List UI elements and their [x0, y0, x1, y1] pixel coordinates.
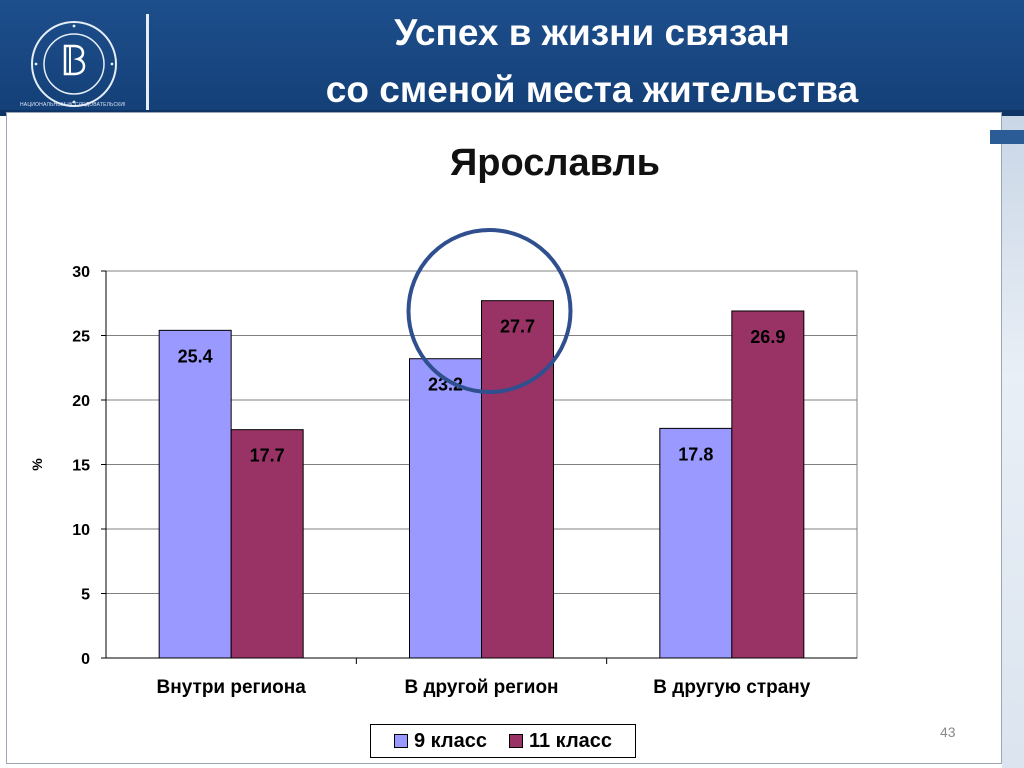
legend-label-9-class: 9 класс: [413, 729, 487, 752]
legend-swatch-11-class: [508, 734, 523, 748]
category-label: В другую страну: [653, 677, 810, 698]
y-tick-label: 5: [81, 587, 90, 604]
bar: [158, 329, 232, 659]
data-label: 17.8: [678, 444, 713, 464]
data-label: 25.4: [178, 346, 213, 366]
legend-item-9-class: 9 класс: [393, 729, 487, 753]
y-tick-label: 10: [72, 522, 90, 539]
slide-title-line-1: Успех в жизни связан: [394, 12, 790, 53]
data-label: 23.2: [428, 375, 463, 395]
y-tick-label: 25: [72, 329, 90, 346]
legend-swatch-9-class: [393, 734, 408, 748]
page-number: 43: [940, 724, 956, 740]
legend-label-11-class: 11 класс: [528, 729, 613, 752]
legend-item-11-class: 11 класс: [508, 729, 613, 753]
data-label: 17.7: [250, 446, 285, 466]
y-tick-label: 20: [72, 393, 90, 410]
right-decoration: [1002, 116, 1024, 768]
slide-title-line-2: со сменой места жительства: [325, 69, 859, 110]
y-tick-label: 15: [72, 458, 90, 475]
y-axis-label: %: [29, 458, 45, 471]
chart-title: Ярославль: [449, 142, 660, 184]
y-tick-label: 0: [81, 651, 90, 668]
category-label: В другой регион: [404, 677, 558, 698]
y-tick-label: 30: [72, 264, 90, 281]
bar: [659, 427, 733, 659]
data-label: 27.7: [500, 317, 535, 337]
right-accent-bar: [990, 130, 1024, 144]
bar: [230, 429, 304, 659]
chart-legend: 9 класс 11 класс: [370, 724, 636, 758]
category-label: Внутри региона: [157, 677, 307, 698]
bar: [409, 358, 482, 659]
university-logo-icon: [31, 21, 117, 107]
data-label: 26.9: [750, 327, 785, 347]
logo-caption: НАЦИОНАЛЬНЫЙ ИССЛЕДОВАТЕЛЬСКИЙ: [20, 102, 125, 108]
slide-title: Успех в жизни связан со сменой места жит…: [160, 4, 1024, 116]
highlight-circle: [406, 228, 573, 394]
header-divider: [146, 14, 149, 110]
bar: [731, 310, 805, 659]
bar: [481, 300, 554, 659]
